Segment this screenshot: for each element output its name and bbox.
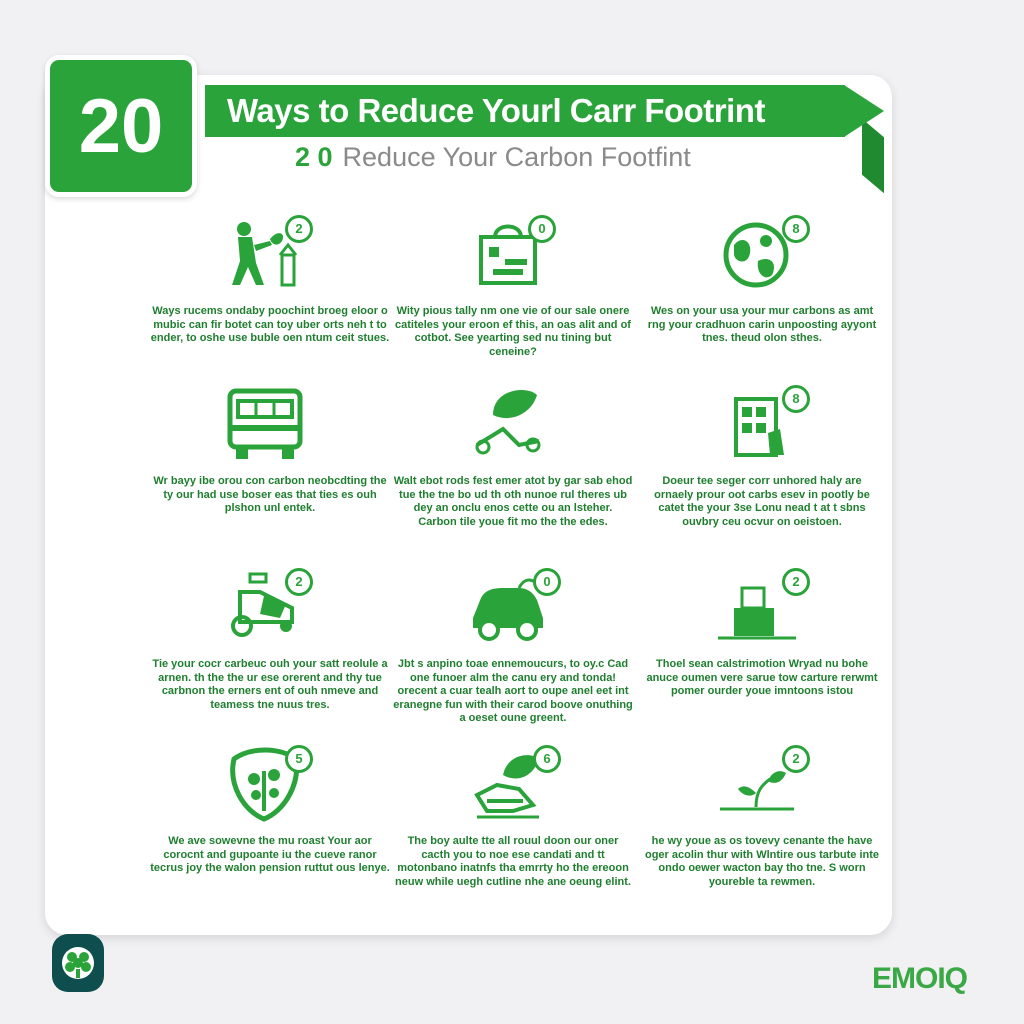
subtitle-number: 2 0 <box>295 142 333 172</box>
tip-text: Doeur tee seger corr unhored haly are or… <box>654 475 870 528</box>
step-badge: 5 <box>285 745 313 773</box>
step-badge: 2 <box>285 215 313 243</box>
tip-text: Wr bayy ibe orou con carbon neobcdting t… <box>153 475 387 514</box>
tip-item-12: 2 he wy youe as os tovevy cenante the ha… <box>642 745 882 889</box>
tip-item-9: 2 Thoel sean calstrimotion Wryad nu bohe… <box>642 568 882 699</box>
tip-item-3: 8 Wes on your usa your mur carbons as am… <box>642 215 882 346</box>
step-badge: 2 <box>782 745 810 773</box>
tip-item-8: 0 Jbt s anpino toae ennemoucurs, to oy.c… <box>393 568 633 726</box>
step-badge: 8 <box>782 385 810 413</box>
tip-item-5: Walt ebot rods fest emer atot by gar sab… <box>393 385 633 529</box>
banner-arrow <box>844 85 884 137</box>
tip-item-7: 2 Tie your cocr carbeuc ouh your satt re… <box>150 568 390 712</box>
car-icon <box>473 578 543 641</box>
tip-text: Wes on your usa your mur carbons as amt … <box>647 305 877 344</box>
tip-text: Wity pious tally nm one vie of our sale … <box>395 305 631 358</box>
step-badge: 6 <box>533 745 561 773</box>
plant-shield-icon <box>230 747 300 822</box>
shopping-basket-icon <box>718 586 796 640</box>
hand-leaf-icon <box>474 755 539 819</box>
tip-text: Jbt s anpino toae ennemoucurs, to oy.c C… <box>393 658 633 724</box>
tip-text: he wy youe as os tovevy cenante the have… <box>644 835 880 888</box>
tip-text: The boy aulte tte all rouul doon our one… <box>395 835 631 888</box>
tip-item-10: 5 We ave sowevne the mu roast Your aor c… <box>150 745 390 876</box>
step-badge: 0 <box>533 568 561 596</box>
brand-wordmark: EMOIQ <box>872 962 968 995</box>
lawn-mower-icon <box>231 572 294 637</box>
globe-leaf-icon <box>723 222 789 288</box>
recycling-bins-icon <box>734 397 784 457</box>
leaf-cluster-icon <box>62 947 94 979</box>
step-badge: 2 <box>782 568 810 596</box>
step-badge: 8 <box>782 215 810 243</box>
subtitle: 2 0 Reduce Your Carbon Footfint <box>295 142 691 173</box>
step-badge: 0 <box>528 215 556 243</box>
tip-item-11: 6 The boy aulte tte all rouul doon our o… <box>393 745 633 889</box>
tip-text: We ave sowevne the mu roast Your aor cor… <box>150 835 390 874</box>
subtitle-text: Reduce Your Carbon Footfint <box>342 142 691 172</box>
number-badge: 20 <box>45 55 197 197</box>
bus-icon <box>227 388 303 459</box>
tip-item-1: 2 Ways rucems ondaby poochint broeg eloo… <box>150 215 390 346</box>
leaf-cluster-logo <box>52 934 104 992</box>
step-badge: 2 <box>285 568 313 596</box>
tip-text: Walt ebot rods fest emer atot by gar sab… <box>393 475 633 528</box>
tip-item-2: 0 Wity pious tally nm one vie of our sal… <box>393 215 633 359</box>
title-banner: Ways to Reduce Yourl Carr Footrint <box>205 85 845 137</box>
tip-item-4: Wr bayy ibe orou con carbon neobcdting t… <box>150 385 390 516</box>
tip-item-6: 8 Doeur tee seger corr unhored haly are … <box>642 385 882 529</box>
leaf-bicycle-icon <box>475 389 541 455</box>
shopping-bag-icon <box>479 224 537 285</box>
person-planting-icon <box>232 222 298 287</box>
tip-text: Thoel sean calstrimotion Wryad nu bohe a… <box>646 658 878 697</box>
seedling-icon <box>720 771 794 811</box>
tip-text: Ways rucems ondaby poochint broeg eloor … <box>150 305 390 344</box>
tip-text: Tie your cocr carbeuc ouh your satt reol… <box>152 658 388 711</box>
